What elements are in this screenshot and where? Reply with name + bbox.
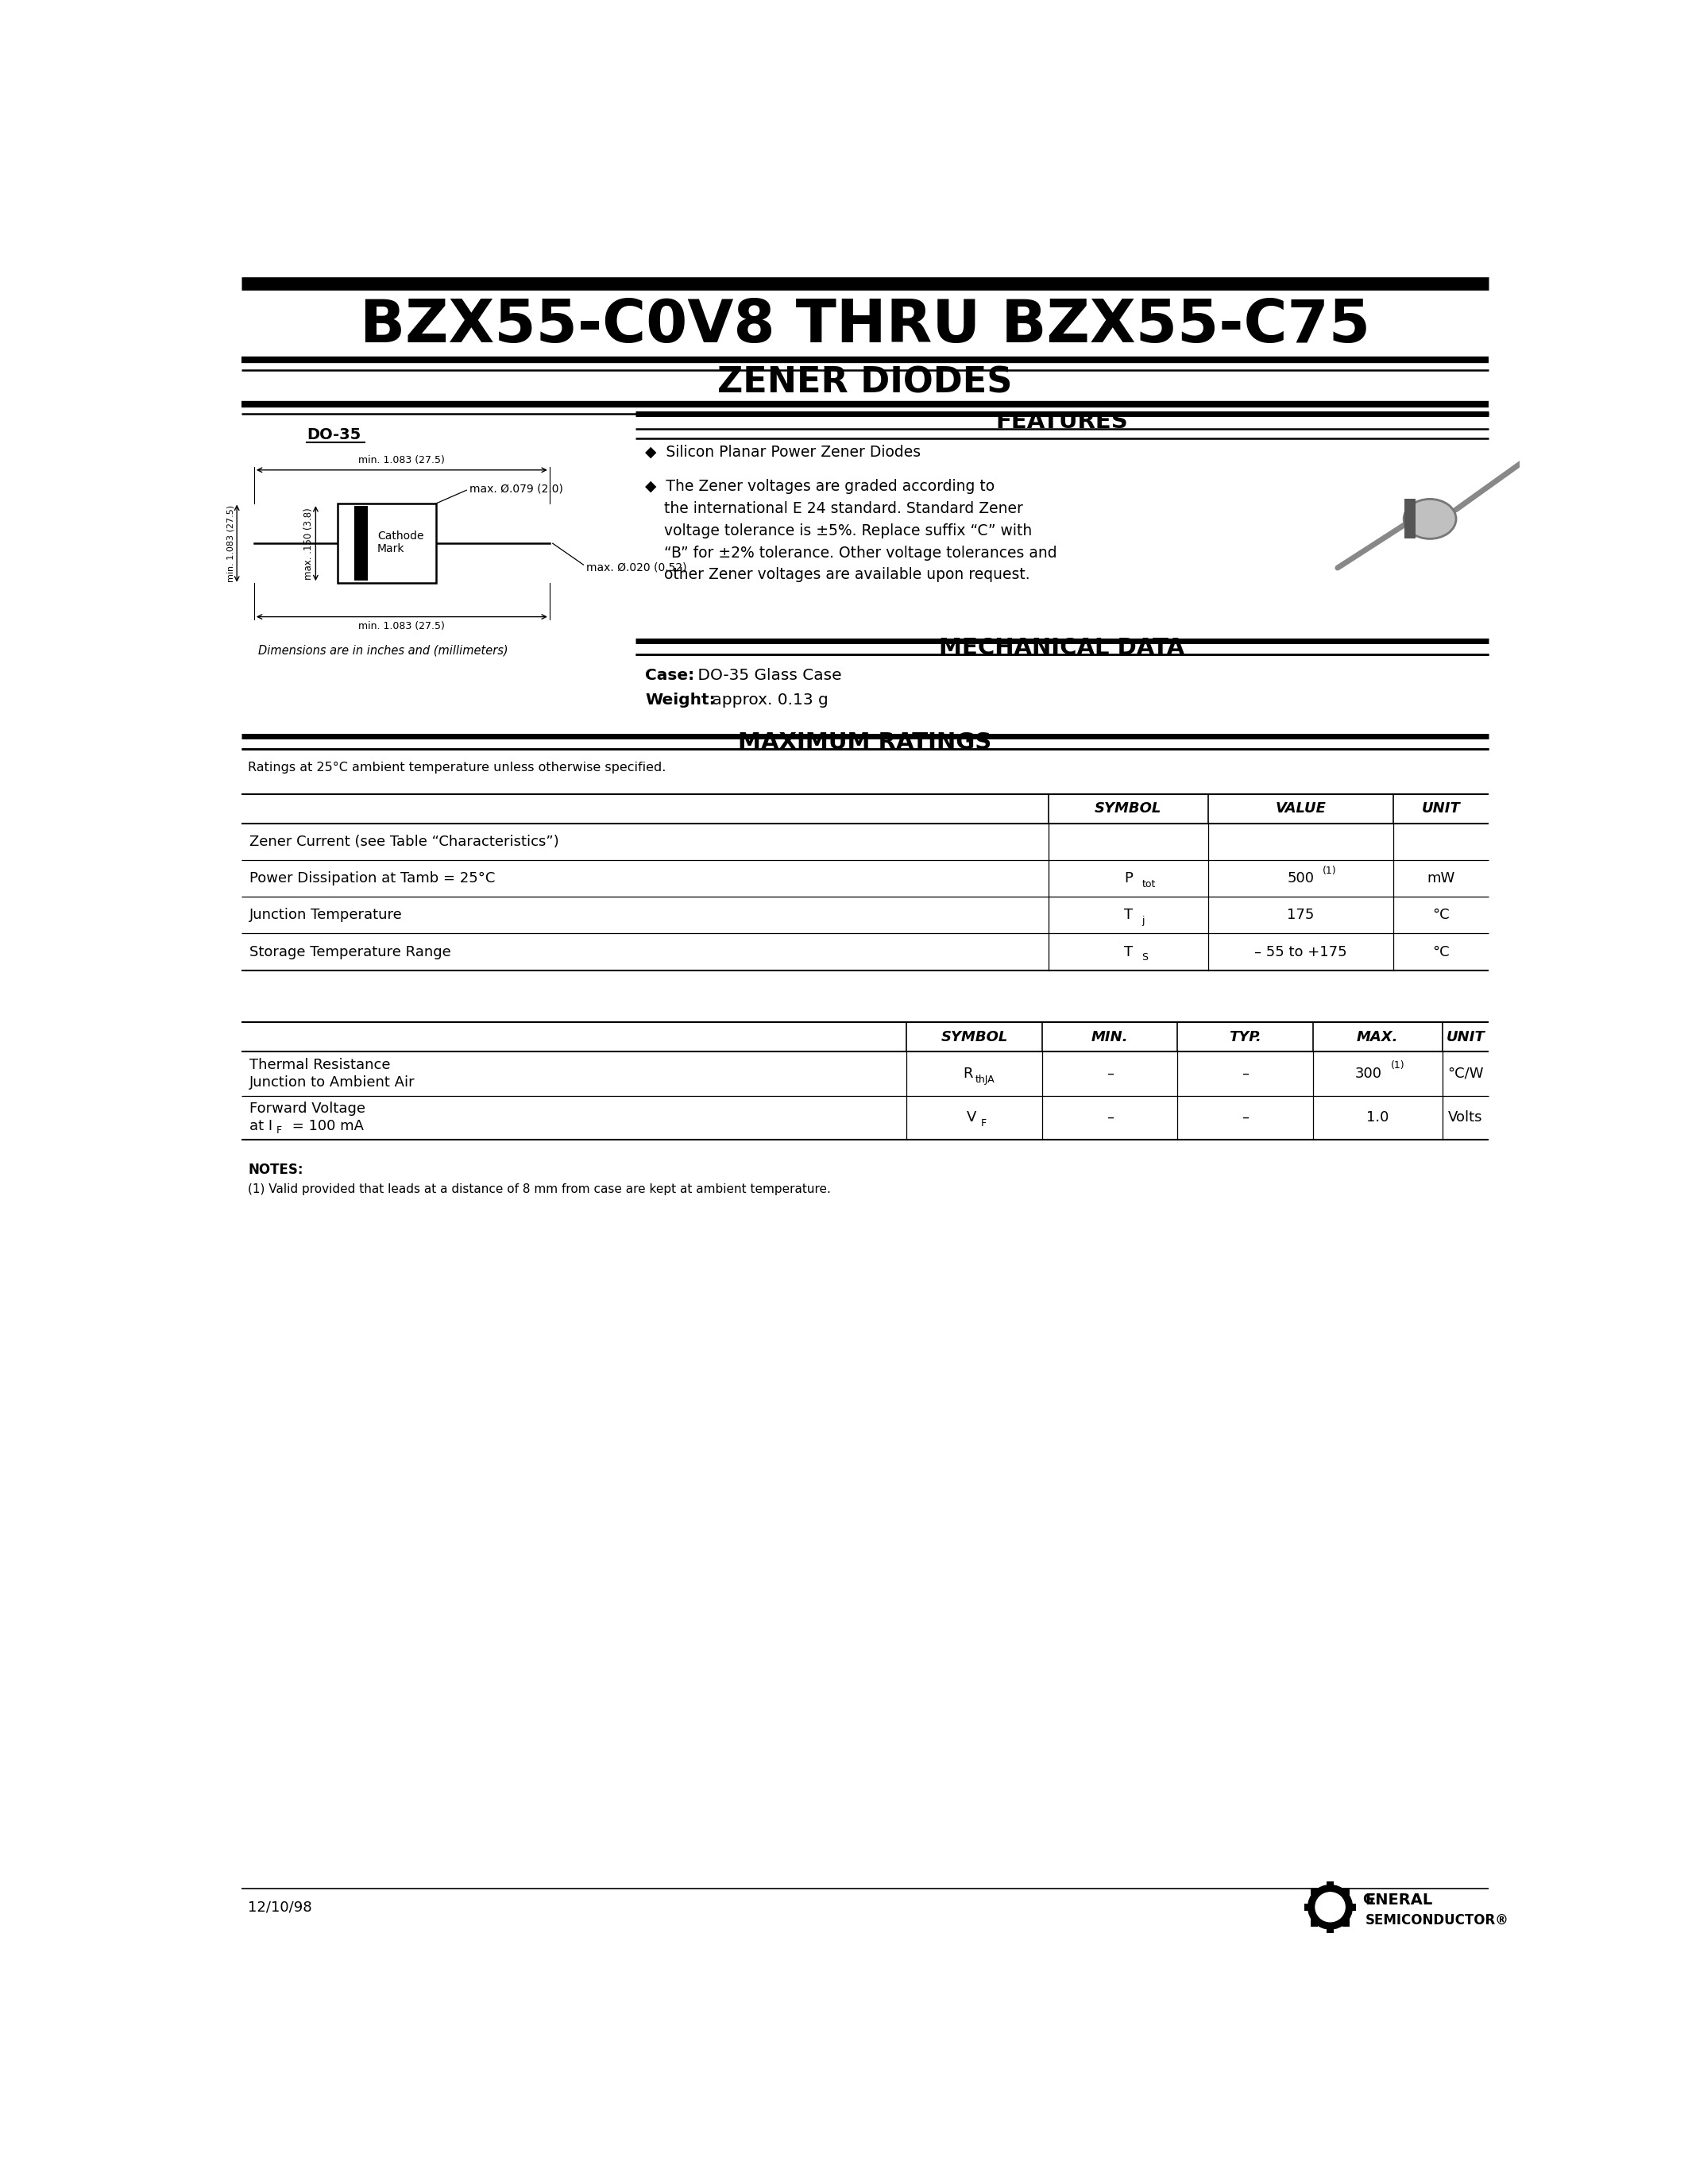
Text: ◆  The Zener voltages are graded according to: ◆ The Zener voltages are graded accordin… [645,478,994,494]
Text: NOTES:: NOTES: [248,1162,304,1177]
Text: 500: 500 [1288,871,1315,887]
Bar [1327,1880,1334,1889]
Bar [1305,1904,1312,1911]
Text: ENERAL: ENERAL [1366,1891,1433,1907]
Bar [1327,1926,1334,1933]
Bar [338,505,436,583]
Text: °C: °C [1431,909,1450,922]
Text: 12/10/98: 12/10/98 [248,1900,312,1913]
Bar [1312,1887,1318,1896]
Text: min. 1.083 (27.5): min. 1.083 (27.5) [226,505,235,581]
Text: VALUE: VALUE [1276,802,1327,817]
Circle shape [1315,1891,1345,1922]
Text: V: V [967,1109,977,1125]
Text: tot: tot [1141,878,1156,889]
Text: min. 1.083 (27.5): min. 1.083 (27.5) [358,456,446,465]
Text: Cathode
Mark: Cathode Mark [376,531,424,555]
Bar [354,507,368,581]
Text: max. Ø.079 (2.0): max. Ø.079 (2.0) [469,483,564,494]
Text: max. .150 (3.8): max. .150 (3.8) [304,507,314,579]
Text: = 100 mA: = 100 mA [287,1118,363,1133]
Bar [1342,1920,1350,1926]
Bar [1404,500,1415,539]
Text: Volts: Volts [1448,1109,1482,1125]
Text: 175: 175 [1286,909,1315,922]
Text: TYP.: TYP. [1229,1029,1261,1044]
Bar [1312,1920,1318,1926]
Text: SYMBOL: SYMBOL [1096,802,1161,817]
Text: BZX55-C0V8 THRU BZX55-C75: BZX55-C0V8 THRU BZX55-C75 [360,297,1371,356]
Text: Junction Temperature: Junction Temperature [250,909,402,922]
Text: MAX.: MAX. [1357,1029,1398,1044]
Text: °C/W: °C/W [1447,1066,1484,1081]
Bar [1342,1887,1350,1896]
Text: SEMICONDUCTOR®: SEMICONDUCTOR® [1366,1913,1509,1928]
Text: Dimensions are in inches and (millimeters): Dimensions are in inches and (millimeter… [258,644,508,657]
Text: –: – [1106,1066,1114,1081]
Text: –: – [1106,1109,1114,1125]
Text: ZENER DIODES: ZENER DIODES [717,365,1013,400]
Text: 1.0: 1.0 [1366,1109,1389,1125]
Text: min. 1.083 (27.5): min. 1.083 (27.5) [358,620,446,631]
Text: other Zener voltages are available upon request.: other Zener voltages are available upon … [645,568,1030,583]
Text: – 55 to +175: – 55 to +175 [1254,946,1347,959]
Text: Zener Current (see Table “Characteristics”): Zener Current (see Table “Characteristic… [250,834,559,850]
Text: (1): (1) [1322,867,1337,876]
Bar [1349,1904,1355,1911]
Text: MECHANICAL DATA: MECHANICAL DATA [939,638,1185,660]
Text: DO-35 Glass Case: DO-35 Glass Case [694,668,842,684]
Text: G: G [1362,1894,1372,1907]
Text: UNIT: UNIT [1447,1029,1485,1044]
Text: the international E 24 standard. Standard Zener: the international E 24 standard. Standar… [645,500,1023,515]
Text: max. Ø.020 (0.52): max. Ø.020 (0.52) [586,561,687,574]
Text: SYMBOL: SYMBOL [940,1029,1008,1044]
Text: (1): (1) [1391,1061,1404,1070]
Text: Thermal Resistance: Thermal Resistance [250,1057,390,1072]
Circle shape [1308,1885,1352,1928]
Text: –: – [1242,1066,1249,1081]
Text: Storage Temperature Range: Storage Temperature Range [250,946,451,959]
Text: Case:: Case: [645,668,694,684]
Text: voltage tolerance is ±5%. Replace suffix “C” with: voltage tolerance is ±5%. Replace suffix… [645,524,1031,537]
Text: Power Dissipation at Tamb = 25°C: Power Dissipation at Tamb = 25°C [250,871,495,887]
Text: 300: 300 [1355,1066,1382,1081]
Text: T: T [1124,909,1133,922]
Text: FEATURES: FEATURES [996,411,1128,432]
Text: Ratings at 25°C ambient temperature unless otherwise specified.: Ratings at 25°C ambient temperature unle… [248,762,667,773]
Text: –: – [1242,1109,1249,1125]
Text: (1) Valid provided that leads at a distance of 8 mm from case are kept at ambien: (1) Valid provided that leads at a dista… [248,1184,830,1195]
Text: j: j [1141,915,1144,926]
Text: UNIT: UNIT [1421,802,1460,817]
Text: DO-35: DO-35 [307,428,361,443]
Text: °C: °C [1431,946,1450,959]
Text: MIN.: MIN. [1090,1029,1128,1044]
Text: Weight:: Weight: [645,692,716,708]
Text: F: F [277,1125,282,1136]
Text: ◆  Silicon Planar Power Zener Diodes: ◆ Silicon Planar Power Zener Diodes [645,443,920,459]
Text: approx. 0.13 g: approx. 0.13 g [707,692,827,708]
Text: Junction to Ambient Air: Junction to Ambient Air [250,1075,415,1090]
Text: mW: mW [1426,871,1455,887]
Text: R: R [964,1066,974,1081]
Text: at I: at I [250,1118,272,1133]
Text: P: P [1124,871,1133,887]
Text: F: F [981,1118,986,1129]
Text: S: S [1141,952,1148,963]
Text: MAXIMUM RATINGS: MAXIMUM RATINGS [738,732,993,753]
Ellipse shape [1404,500,1457,539]
Text: T: T [1124,946,1133,959]
Text: thJA: thJA [976,1075,996,1085]
Text: Forward Voltage: Forward Voltage [250,1103,365,1116]
Text: “B” for ±2% tolerance. Other voltage tolerances and: “B” for ±2% tolerance. Other voltage tol… [645,546,1057,561]
